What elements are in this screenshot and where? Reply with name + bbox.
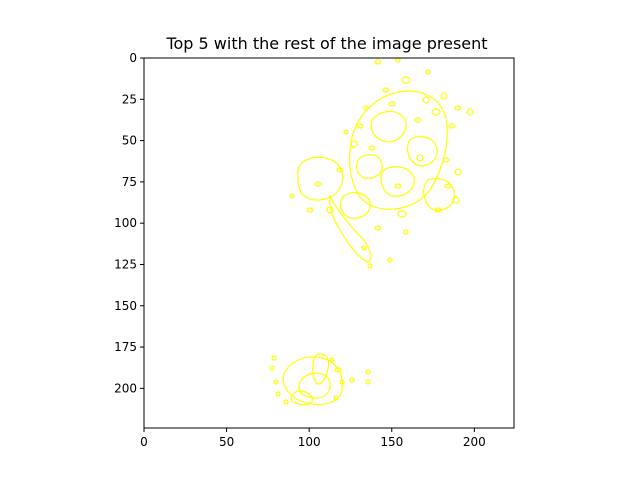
contour-blob [368,145,376,151]
x-axis-ticks: 0 50 100 150 200 [140,428,486,449]
y-tick-label: 100 [114,216,137,230]
contour-shape [312,353,329,385]
contour-blob [334,367,342,373]
contour-blob [414,117,422,123]
contour-blob [275,391,281,397]
contour-blob [361,245,367,251]
contour-blob [387,257,393,263]
contour-blob [454,168,462,176]
contour-blob [339,379,345,385]
contour-blob [448,123,456,129]
y-tick-label: 125 [114,257,137,271]
contour-blob [416,154,424,162]
contour-blob [466,108,474,116]
contour-blob [374,59,382,65]
y-tick-label: 25 [122,92,137,106]
y-tick-label: 75 [122,175,137,189]
contour-blob [356,123,364,129]
contour-shape [297,156,344,201]
contour-blob [349,377,355,383]
y-tick-label: 50 [122,134,137,148]
contour-blob [273,379,279,385]
contour-blob [403,229,409,235]
y-tick-label: 150 [114,299,137,313]
y-tick-label: 175 [114,340,137,354]
contour-blob [444,183,452,189]
contour-overlay [269,57,474,406]
x-tick-label: 150 [380,435,403,449]
contour-blob [367,263,373,269]
x-tick-label: 200 [463,435,486,449]
axes-frame [143,57,515,429]
contour-blob [434,207,442,213]
contour-blob [431,108,441,116]
contour-blob [454,105,462,111]
contour-blob [326,206,334,214]
contour-blob [365,369,371,375]
contour-shape [355,154,383,179]
contour-blob [382,87,390,93]
contour-blob [329,357,335,363]
contour-shape [423,177,455,211]
contour-blob [374,225,382,231]
contour-blob [271,355,277,361]
contour-blob [363,105,369,111]
contour-blob [394,183,402,189]
x-tick-label: 0 [140,435,148,449]
x-tick-label: 100 [298,435,321,449]
y-tick-label: 0 [129,51,137,65]
contour-blob [422,96,430,104]
contour-blob [350,140,358,148]
contour-shape [349,90,448,210]
contour-blob [452,196,460,204]
y-axis-ticks: 0 25 50 75 100 125 150 175 200 [114,51,144,395]
contour-shape [290,390,313,406]
contour-blob [283,399,289,405]
contour-blob [401,76,411,84]
contour-blob [365,379,371,385]
contour-blob [442,157,450,163]
contour-blob [269,365,275,371]
contour-shape [282,356,343,406]
contour-blob [333,395,339,401]
contour-shape [407,136,438,167]
contour-blob [343,129,349,135]
x-tick-label: 50 [219,435,234,449]
contour-shape [380,166,415,197]
contour-blob [336,167,344,173]
contour-shape [329,194,372,263]
contour-blob [314,181,322,187]
contour-blob [306,207,314,213]
contour-blob [395,57,401,63]
y-tick-label: 200 [114,381,137,395]
contour-shape [370,110,407,143]
plot-title: Top 5 with the rest of the image present [165,34,487,53]
contour-blob [397,210,407,218]
contour-blob [289,193,295,199]
contour-shape [340,192,371,219]
contour-blob [388,101,396,107]
contour-blob [425,69,431,75]
contour-blob [440,92,448,100]
